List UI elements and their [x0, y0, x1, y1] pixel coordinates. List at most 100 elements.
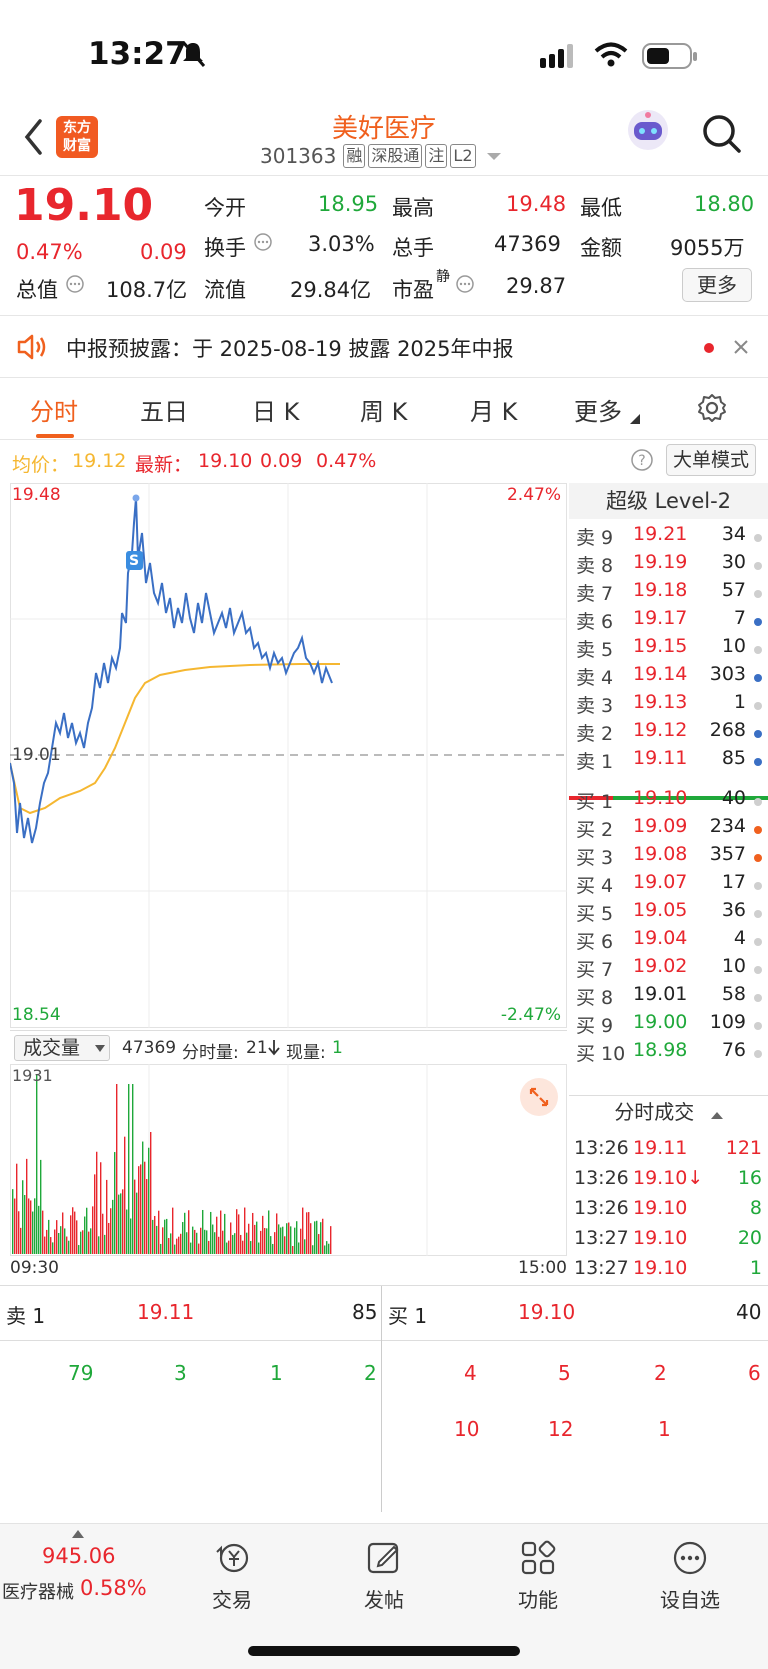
- volume-bar: [86, 1207, 88, 1254]
- tab-daily-k[interactable]: 日 K: [252, 398, 300, 426]
- bar-vol-value: 21: [246, 1038, 268, 1058]
- tab-monthly-k[interactable]: 月 K: [470, 398, 518, 426]
- collapse-icon: [710, 1112, 723, 1119]
- ask-dot: [754, 758, 762, 766]
- tab-five-day[interactable]: 五日: [140, 398, 188, 426]
- more-button[interactable]: 更多: [682, 268, 752, 302]
- bid-level-label: 买 2: [576, 819, 614, 841]
- bid-row[interactable]: 买 8 19.01 58: [569, 983, 768, 1012]
- ask-row[interactable]: 卖 6 19.17 7: [569, 607, 768, 636]
- bid-row[interactable]: 买 6 19.04 4: [569, 927, 768, 956]
- tab-intraday[interactable]: 分时: [30, 398, 78, 426]
- app-logo: 东方 财富: [56, 116, 98, 158]
- ask-level-label: 卖 1: [576, 751, 614, 773]
- nav-trade[interactable]: 交易: [182, 1538, 282, 1613]
- volume-bar: [98, 1236, 100, 1254]
- volume-bar: [176, 1238, 178, 1254]
- volume-bar: [330, 1226, 332, 1254]
- bid-row[interactable]: 买 3 19.08 357: [569, 843, 768, 872]
- avg-value: 19.12: [72, 450, 127, 472]
- volume-bar: [102, 1213, 104, 1254]
- nav-functions[interactable]: 功能: [488, 1538, 588, 1613]
- robot-assistant-icon[interactable]: [626, 108, 670, 152]
- bid-row[interactable]: 买 7 19.02 10: [569, 955, 768, 984]
- ask-row[interactable]: 卖 5 19.15 10: [569, 635, 768, 664]
- stock-code-row[interactable]: 301363 融 深股通 注 L2: [260, 144, 503, 168]
- volume-bar: [244, 1207, 246, 1254]
- ask-row[interactable]: 卖 7 19.18 57: [569, 579, 768, 608]
- volume-bar: [248, 1223, 250, 1254]
- volume-bar: [268, 1210, 270, 1254]
- back-icon[interactable]: [22, 118, 46, 156]
- ticks-title[interactable]: 分时成交: [569, 1095, 768, 1129]
- volume-bar: [150, 1131, 152, 1254]
- last-pct: 0.47%: [316, 450, 377, 472]
- stock-name[interactable]: 美好医疗: [331, 114, 436, 144]
- search-icon[interactable]: [702, 114, 742, 154]
- ask-row[interactable]: 卖 1 19.11 85: [569, 747, 768, 776]
- volume-bar: [294, 1227, 296, 1254]
- volume-chart[interactable]: 1931 09:30 15:00: [10, 1064, 567, 1278]
- axis-bottom-pct: -2.47%: [500, 1005, 561, 1025]
- bid-row[interactable]: 买 4 19.07 17: [569, 871, 768, 900]
- bid-dot: [754, 882, 762, 890]
- bid-row[interactable]: 买 5 19.05 36: [569, 899, 768, 928]
- volume-bar: [134, 1179, 136, 1254]
- help-icon[interactable]: ?: [630, 448, 654, 472]
- intraday-chart[interactable]: 19.48 2.47% 19.01 18.54 -2.47% S: [9, 483, 567, 1028]
- volume-bar: [180, 1233, 182, 1254]
- volume-bar: [302, 1207, 304, 1254]
- volume-bar: [246, 1232, 248, 1254]
- volume-bar: [20, 1227, 22, 1254]
- bid-row[interactable]: 买 2 19.09 234: [569, 815, 768, 844]
- bid-row[interactable]: 买 10 18.98 76: [569, 1039, 768, 1068]
- dropdown-icon[interactable]: [485, 150, 503, 162]
- ask-volume: 1: [733, 691, 746, 713]
- level2-title[interactable]: 超级 Level-2: [569, 483, 768, 519]
- volume-bar: [188, 1210, 190, 1254]
- tab-weekly-k[interactable]: 周 K: [360, 398, 408, 426]
- volume-bar: [144, 1161, 146, 1254]
- ask-row[interactable]: 卖 2 19.12 268: [569, 719, 768, 748]
- volume-bar: [278, 1224, 280, 1254]
- info-icon[interactable]: [455, 274, 475, 294]
- volume-bar: [280, 1227, 282, 1254]
- bid-row[interactable]: 买 1 19.10 40: [569, 787, 768, 816]
- settings-icon[interactable]: [696, 392, 728, 424]
- ask-price: 19.19: [633, 551, 688, 573]
- volume-bar: [228, 1240, 230, 1254]
- index-widget[interactable]: 945.06 医疗器械 0.58%: [0, 1524, 160, 1624]
- tick-volume: 20: [737, 1227, 762, 1249]
- volume-bar: [224, 1213, 226, 1254]
- ask-row[interactable]: 卖 8 19.19 30: [569, 551, 768, 580]
- tag-margin: 融: [343, 144, 366, 168]
- notice-bar[interactable]: 中报预披露：于 2025-08-19 披露 2025年中报: [0, 316, 768, 378]
- volume-bar: [236, 1209, 238, 1254]
- big-order-mode-button[interactable]: 大单模式: [666, 444, 756, 476]
- volume-bar: [264, 1228, 266, 1254]
- avg-price-line: [9, 663, 340, 815]
- nav-watchlist[interactable]: 设自选: [640, 1538, 740, 1613]
- info-icon[interactable]: [253, 232, 273, 252]
- tick-list[interactable]: 分时成交 13:26 19.11 121 13:26 19.10↓ 16 13:26 19.1…: [569, 1095, 768, 1285]
- tab-more[interactable]: 更多: [574, 398, 622, 426]
- volume-bar: [158, 1210, 160, 1254]
- expand-button[interactable]: [520, 1078, 558, 1116]
- bid-row[interactable]: 买 9 19.00 109: [569, 1011, 768, 1040]
- ask-volume: 30: [721, 551, 746, 573]
- tick-price: 19.11: [633, 1137, 688, 1159]
- close-icon[interactable]: [733, 339, 749, 355]
- high-value: 19.48: [506, 192, 567, 216]
- ask-row[interactable]: 卖 4 19.14 303: [569, 663, 768, 692]
- volume-selector[interactable]: 成交量: [14, 1035, 110, 1061]
- nav-post[interactable]: 发帖: [334, 1538, 434, 1613]
- bid-volume: 109: [709, 1011, 746, 1033]
- volume-bars: [12, 1074, 332, 1254]
- ask-row[interactable]: 卖 3 19.13 1: [569, 691, 768, 720]
- volume-bar: [130, 1218, 132, 1254]
- info-icon[interactable]: [65, 274, 85, 294]
- ask-row[interactable]: 卖 9 19.21 34: [569, 523, 768, 552]
- last-change: 0.09: [260, 450, 303, 472]
- volume-bar: [182, 1222, 184, 1254]
- chart-tabs: 分时 五日 日 K 周 K 月 K 更多: [0, 378, 768, 440]
